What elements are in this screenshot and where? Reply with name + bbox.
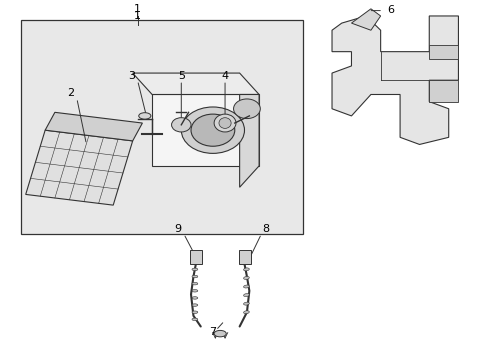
Text: 1: 1 — [134, 4, 141, 14]
Ellipse shape — [243, 285, 249, 288]
Ellipse shape — [243, 294, 249, 297]
Ellipse shape — [243, 268, 249, 271]
Ellipse shape — [192, 289, 198, 292]
Text: 3: 3 — [128, 71, 135, 81]
Ellipse shape — [191, 114, 234, 146]
Bar — [21, 19, 302, 234]
Text: 8: 8 — [261, 224, 268, 234]
Ellipse shape — [171, 118, 191, 132]
Text: 9: 9 — [173, 224, 181, 234]
Ellipse shape — [192, 304, 198, 306]
Ellipse shape — [192, 311, 198, 314]
Ellipse shape — [181, 107, 244, 153]
Ellipse shape — [192, 268, 198, 271]
Ellipse shape — [214, 330, 226, 337]
Polygon shape — [26, 130, 132, 205]
Polygon shape — [351, 9, 380, 30]
Text: 2: 2 — [67, 88, 74, 98]
Ellipse shape — [243, 311, 249, 314]
Ellipse shape — [243, 302, 249, 305]
Bar — [190, 250, 202, 264]
Ellipse shape — [192, 275, 198, 278]
Ellipse shape — [192, 318, 198, 321]
Polygon shape — [239, 94, 259, 187]
Ellipse shape — [192, 282, 198, 285]
Text: 5: 5 — [178, 71, 184, 81]
Bar — [428, 45, 458, 59]
Ellipse shape — [139, 113, 151, 119]
Ellipse shape — [192, 297, 198, 299]
Polygon shape — [132, 73, 259, 94]
Ellipse shape — [214, 114, 236, 132]
Polygon shape — [152, 94, 259, 166]
Polygon shape — [331, 16, 458, 144]
Text: 7: 7 — [209, 327, 216, 337]
Text: 1: 1 — [134, 11, 141, 21]
Ellipse shape — [219, 118, 231, 129]
Text: 4: 4 — [221, 71, 228, 81]
Polygon shape — [45, 112, 142, 141]
Ellipse shape — [233, 99, 260, 118]
Text: 6: 6 — [386, 5, 393, 14]
Bar — [428, 80, 458, 102]
Bar — [238, 250, 250, 264]
Ellipse shape — [243, 276, 249, 279]
